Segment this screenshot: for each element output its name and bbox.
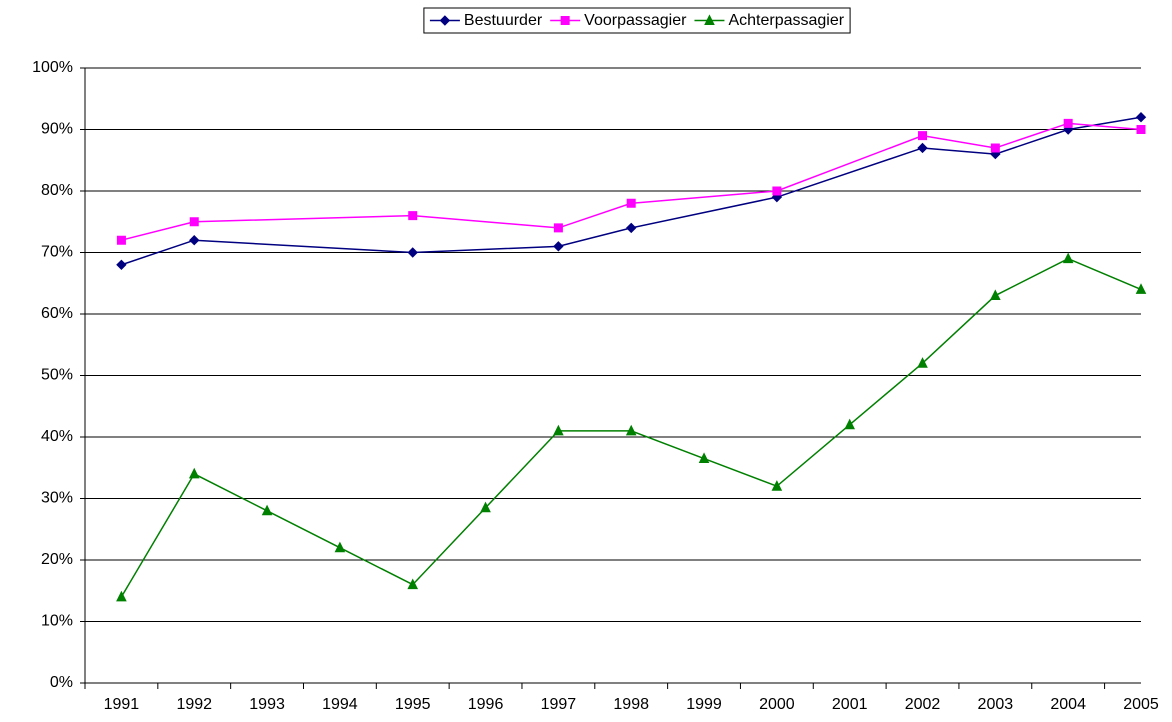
data-point — [334, 541, 346, 553]
data-point — [188, 467, 200, 479]
x-tick-label: 1995 — [395, 696, 431, 713]
data-point — [704, 14, 715, 25]
data-point — [626, 198, 636, 208]
x-tick-label: 2003 — [978, 696, 1014, 713]
data-point — [439, 15, 451, 26]
data-point — [408, 211, 418, 221]
legend-label: Achterpassagier — [728, 12, 844, 29]
y-tick-label: 10% — [41, 613, 73, 630]
legend-label: Bestuurder — [464, 12, 543, 29]
x-tick-label: 1997 — [541, 696, 577, 713]
x-tick-label: 1998 — [613, 696, 649, 713]
data-point — [990, 289, 1001, 301]
y-tick-label: 70% — [41, 244, 73, 261]
x-tick-label: 1993 — [249, 696, 285, 713]
y-tick-label: 80% — [41, 182, 73, 199]
data-point — [189, 234, 200, 246]
legend-item: Achterpassagier — [694, 12, 845, 29]
series-line — [121, 122, 1142, 241]
data-point — [407, 578, 419, 590]
data-point — [917, 357, 928, 368]
legend: Bestuurder Voorpassagier Achterpassagier — [423, 7, 851, 34]
data-point — [1063, 118, 1073, 128]
data-point — [560, 16, 570, 25]
x-tick-label: 1991 — [104, 696, 140, 713]
x-tick-label: 1996 — [468, 696, 504, 713]
series-line — [121, 116, 1142, 266]
data-point — [772, 186, 782, 196]
legend-item: Voorpassagier — [550, 12, 687, 29]
data-point — [189, 217, 199, 227]
data-point — [116, 235, 126, 245]
data-point — [771, 480, 783, 491]
data-point — [553, 424, 564, 436]
data-point — [1135, 283, 1147, 294]
data-point — [918, 131, 928, 141]
data-point — [990, 143, 1000, 153]
legend-item: Bestuurder — [429, 12, 543, 29]
legend-label: Voorpassagier — [584, 12, 687, 29]
y-tick-label: 0% — [50, 674, 73, 691]
y-tick-label: 100% — [32, 59, 73, 76]
data-point — [625, 424, 637, 436]
data-point — [407, 247, 418, 258]
y-tick-label: 60% — [41, 305, 73, 322]
data-point — [1136, 125, 1146, 134]
data-point — [1062, 252, 1074, 264]
x-tick-label: 2005 — [1123, 696, 1159, 713]
y-tick-label: 30% — [41, 490, 73, 507]
data-point — [261, 504, 273, 516]
x-tick-label: 2001 — [832, 696, 868, 713]
data-point — [917, 142, 928, 154]
data-point — [116, 590, 127, 602]
x-tick-label: 1994 — [322, 696, 358, 713]
data-point — [553, 223, 563, 233]
data-point — [480, 501, 491, 513]
y-tick-label: 90% — [41, 121, 73, 138]
data-point — [116, 259, 127, 271]
data-point — [1135, 111, 1147, 123]
data-point — [698, 452, 710, 464]
y-tick-label: 40% — [41, 428, 73, 445]
x-tick-label: 2004 — [1050, 696, 1086, 713]
data-point — [625, 222, 637, 234]
x-tick-label: 2002 — [905, 696, 941, 713]
x-tick-label: 2000 — [759, 696, 795, 713]
x-tick-label: 1999 — [686, 696, 722, 713]
y-tick-label: 20% — [41, 551, 73, 568]
x-tick-label: 1992 — [176, 696, 212, 713]
data-point — [553, 241, 564, 252]
data-point — [844, 418, 855, 430]
legend-box — [423, 7, 851, 34]
y-tick-label: 50% — [41, 367, 73, 384]
